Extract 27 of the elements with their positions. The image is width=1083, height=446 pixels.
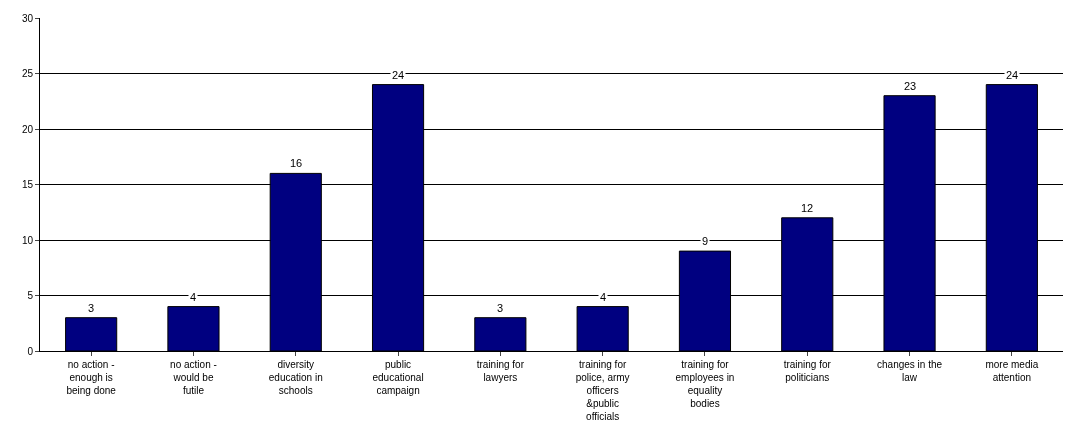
- x-tick-label: public educational campaign: [372, 359, 424, 396]
- x-tick-label: training for lawyers: [476, 359, 525, 383]
- x-tick-label: more media attention: [985, 359, 1039, 383]
- x-tick-label: training for politicians: [783, 359, 832, 383]
- data-label: 3: [88, 302, 95, 314]
- x-tick-label: diversity education in schools: [268, 359, 323, 396]
- x-tick-label: no action - would be futile: [170, 359, 217, 396]
- x-tick-label: training for police, army officers &public officials: [575, 359, 630, 422]
- data-label: 4: [600, 291, 607, 303]
- data-label: 24: [392, 69, 405, 81]
- data-label: 23: [904, 80, 917, 92]
- x-tick-label: changes in the law: [877, 359, 943, 383]
- x-tick-label: training for employees in equality bodies: [675, 359, 735, 409]
- data-label: 4: [190, 291, 197, 303]
- data-label: 12: [801, 202, 814, 214]
- data-label: 16: [290, 157, 303, 169]
- y-tick-label: 10: [21, 234, 34, 246]
- y-tick-label: 25: [21, 68, 34, 79]
- y-tick-label: 5: [27, 290, 34, 301]
- y-tick-label: 20: [21, 123, 34, 135]
- data-label: 3: [497, 302, 504, 314]
- y-tick-label: 15: [21, 179, 34, 190]
- y-tick-label: 30: [21, 12, 34, 24]
- data-label: 24: [1006, 69, 1019, 81]
- y-tick-label: 0: [27, 345, 34, 357]
- data-label: 9: [702, 235, 709, 247]
- x-tick-label: no action - enough is being done: [66, 359, 117, 396]
